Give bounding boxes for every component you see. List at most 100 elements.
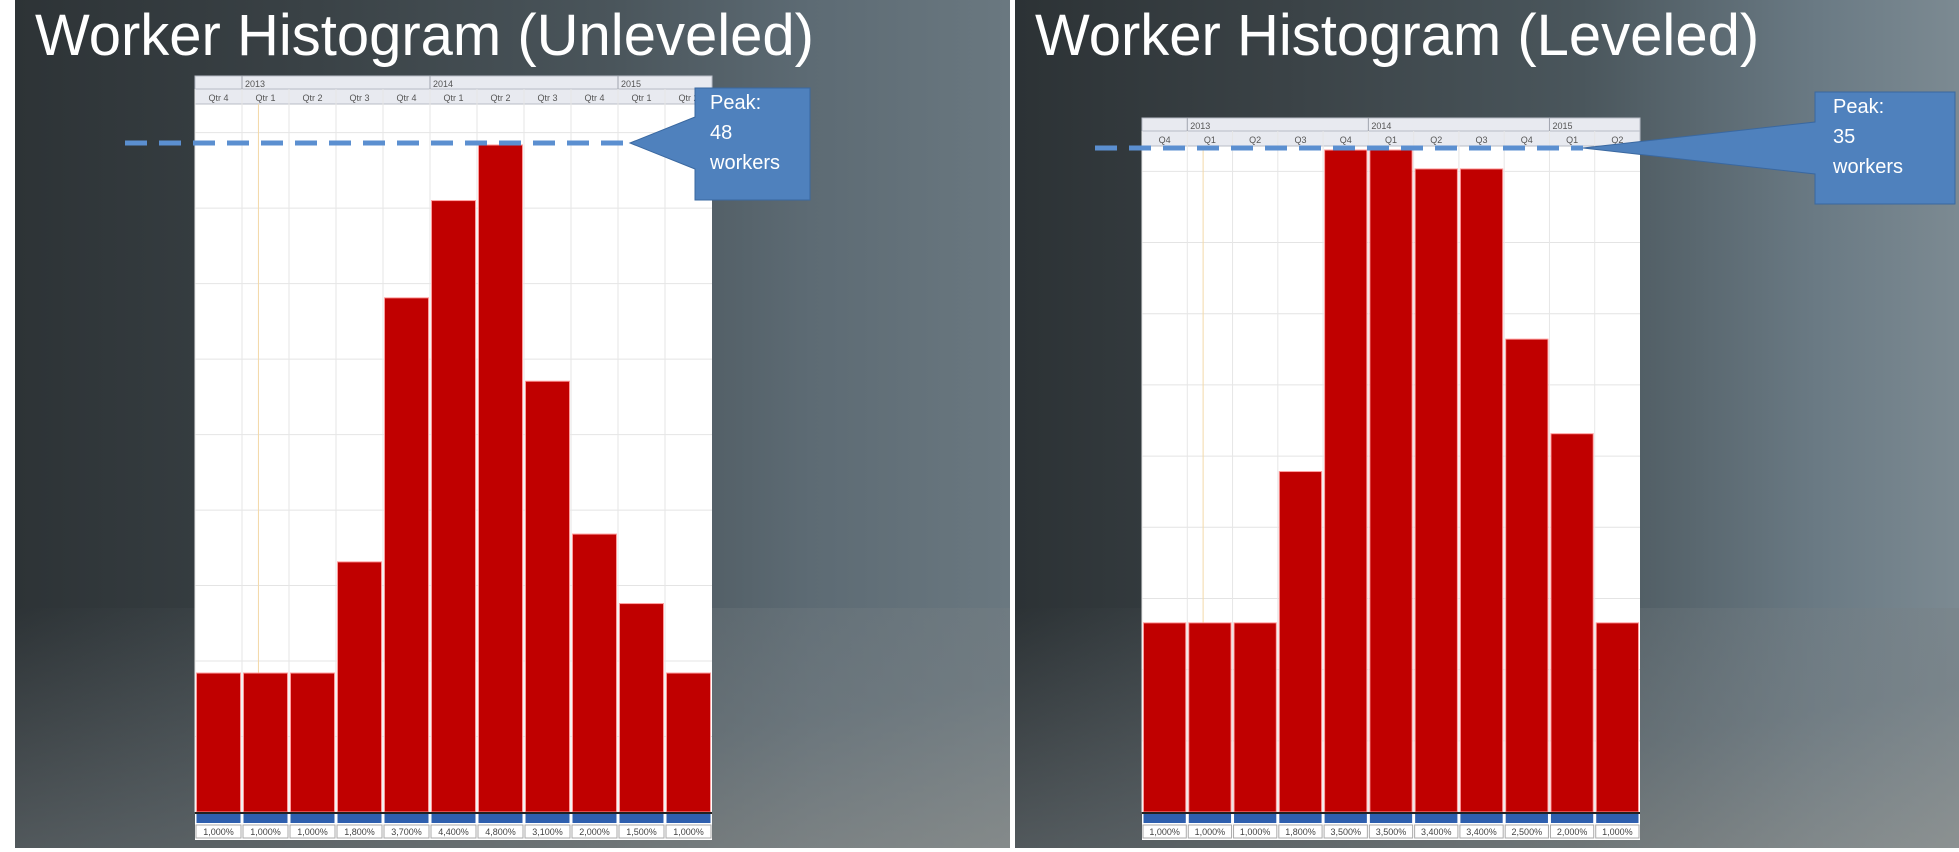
value-label-cell [477, 824, 524, 839]
value-label: 4,400% [438, 827, 469, 837]
value-label: 1,000% [203, 827, 234, 837]
quarter-label: Qtr 4 [396, 93, 416, 103]
bar [1414, 168, 1458, 813]
bar [478, 144, 523, 813]
year-label: 2013 [245, 79, 265, 89]
bar [1459, 168, 1504, 813]
bar [1188, 622, 1232, 813]
value-label-cell [1142, 824, 1187, 839]
value-label-cell [1233, 824, 1278, 839]
value-label-cell [1278, 824, 1323, 839]
value-label-cell [1549, 824, 1595, 839]
value-label: 2,000% [1557, 827, 1588, 837]
value-label: 3,400% [1421, 827, 1452, 837]
value-label-cell [242, 824, 289, 839]
quarter-label: Qtr 2 [302, 93, 322, 103]
value-label-cell [195, 824, 242, 839]
year-label: 2013 [1190, 121, 1210, 131]
bar [1324, 149, 1368, 813]
value-label-cell [1504, 824, 1549, 839]
baseline-bar [290, 813, 335, 823]
quarter-label: Q1 [1385, 135, 1397, 145]
baseline-bar [1143, 813, 1186, 823]
baseline-bar [1234, 813, 1277, 823]
quarter-label: Qtr 1 [631, 93, 651, 103]
bar [1278, 471, 1323, 813]
baseline-bar [243, 813, 288, 823]
value-label: 3,500% [1376, 827, 1407, 837]
year-label: 2015 [621, 79, 641, 89]
quarter-label: Qtr 3 [349, 93, 369, 103]
value-label-cell [1323, 824, 1368, 839]
value-label-cell [524, 824, 571, 839]
value-label: 3,700% [391, 827, 422, 837]
bar [1233, 622, 1277, 813]
bar [666, 672, 711, 813]
baseline-bar [431, 813, 476, 823]
chart-title: Worker Histogram (Unleveled) [35, 3, 814, 68]
bar [431, 200, 476, 813]
value-label: 1,000% [1240, 827, 1271, 837]
baseline-bar [1188, 813, 1232, 823]
year-label: 2014 [1371, 121, 1391, 131]
value-label: 1,000% [1602, 827, 1633, 837]
peak-callout-arrow [628, 87, 811, 201]
timescale-header [1141, 117, 1641, 147]
baseline-bar [384, 813, 429, 823]
peak-value: 48 [710, 122, 733, 144]
value-label: 1,000% [1195, 827, 1226, 837]
value-label: 3,500% [1330, 827, 1361, 837]
baseline-bar [619, 813, 664, 823]
value-label-cell [383, 824, 430, 839]
bar [619, 603, 664, 813]
value-label: 1,000% [250, 827, 281, 837]
peak-value: 35 [1833, 126, 1856, 148]
value-label-cell [665, 824, 712, 839]
bar [290, 672, 335, 813]
value-label-cell [1595, 824, 1640, 839]
peak-callout-text: Peak: 35 workers [1833, 92, 1903, 182]
year-label: 2014 [433, 79, 453, 89]
year-label: 2015 [1552, 121, 1572, 131]
peak-label: Peak: [1833, 96, 1885, 118]
peak-unit: workers [1833, 156, 1904, 178]
panel-unleveled: 2013 2014 2015 Qtr 4 1,000% Qtr 1 1,000% Qtr 2 1… [15, 0, 1010, 848]
quarter-label: Q2 [1249, 135, 1261, 145]
quarter-label: Qtr 2 [678, 93, 698, 103]
value-label-cell [1414, 824, 1459, 839]
baseline-bar [1505, 813, 1548, 823]
baseline-bar [1369, 813, 1413, 823]
value-label: 4,800% [485, 827, 516, 837]
histogram-unleveled: 2013 2014 2015 Qtr 4 1,000% Qtr 1 1,000% Qtr 2 1… [125, 75, 811, 840]
value-label-cell [336, 824, 383, 839]
baseline-bar [1460, 813, 1503, 823]
quarter-label: Qtr 3 [537, 93, 557, 103]
quarter-label: Q1 [1204, 135, 1216, 145]
quarter-label: Q4 [1521, 135, 1533, 145]
quarter-label: Q4 [1340, 135, 1352, 145]
bar [1505, 338, 1549, 813]
value-label: 2,000% [579, 827, 610, 837]
baseline-bar [1279, 813, 1322, 823]
quarter-label: Qtr 2 [490, 93, 510, 103]
baseline-bar [337, 813, 382, 823]
baseline-bar [196, 813, 241, 823]
value-label-cell [571, 824, 618, 839]
bar [384, 297, 429, 813]
baseline-bar [478, 813, 523, 823]
peak-callout-arrow [1582, 91, 1956, 205]
value-label: 3,400% [1466, 827, 1497, 837]
bar [337, 561, 382, 813]
baseline-bar [572, 813, 617, 823]
quarter-label: Q2 [1611, 135, 1623, 145]
bar [1550, 433, 1594, 813]
bar [243, 672, 288, 813]
bar [1595, 622, 1640, 813]
value-label: 1,800% [1285, 827, 1316, 837]
chart-title: Worker Histogram (Leveled) [1035, 3, 1760, 68]
value-label-cell [1368, 824, 1414, 839]
histogram-leveled: 2013 2014 2015 Q4 1,000% Q1 1,000% Q2 1,000% Q3 1,… [1095, 91, 1956, 840]
baseline-bar [1550, 813, 1594, 823]
peak-label: Peak: [710, 92, 762, 114]
quarter-label: Q4 [1159, 135, 1171, 145]
